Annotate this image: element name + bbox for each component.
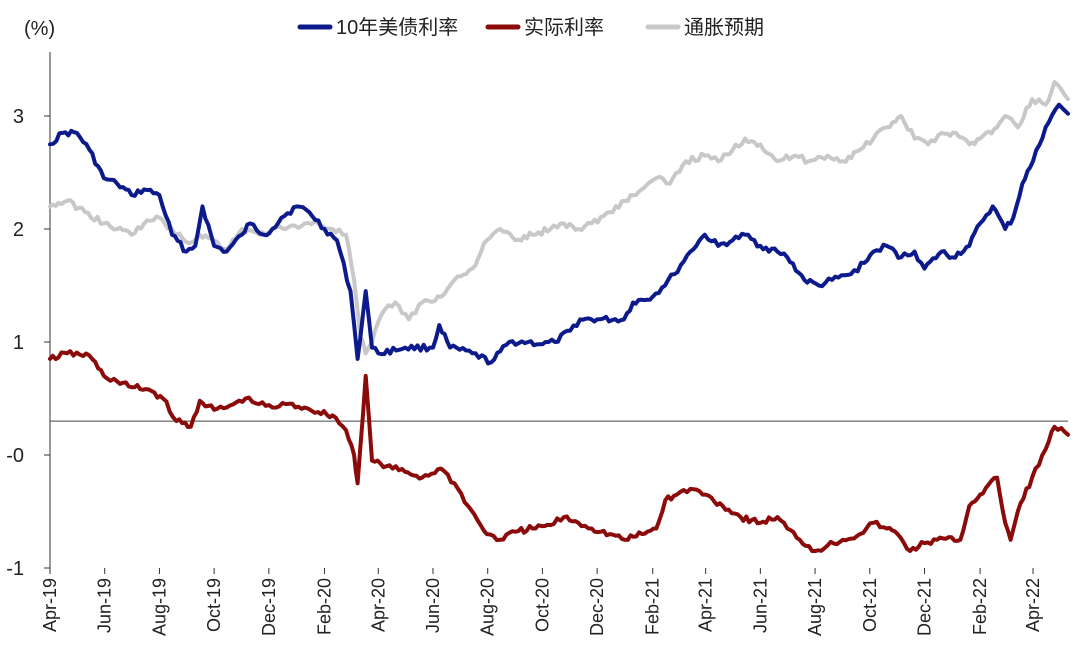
- series-layer: [48, 80, 1070, 553]
- legend-label-yield: 10年美债利率: [336, 16, 458, 39]
- x-ticks: Apr-19 Jun-19 Aug-19 Oct-19 Dec-19 Feb-20 Apr-…: [40, 568, 1043, 636]
- legend: 10年美债利率 实际利率 通胀预期: [297, 16, 764, 39]
- legend-label-inflation: 通胀预期: [684, 16, 764, 39]
- series-line-inflation: [48, 80, 1070, 356]
- x-tick-label: Oct-21: [860, 578, 880, 632]
- x-tick-label: Apr-20: [368, 578, 388, 632]
- x-tick-label: Dec-20: [587, 578, 607, 636]
- y-tick-label: -1: [6, 558, 24, 580]
- y-tick-label: 1: [13, 332, 24, 354]
- x-tick-label: Jun-20: [423, 578, 443, 633]
- y-tick-label: -0: [6, 445, 24, 467]
- x-tick-label: Apr-21: [696, 578, 716, 632]
- x-tick-label: Oct-19: [204, 578, 224, 632]
- y-ticks: 3 2 1 -0 -1: [6, 106, 50, 580]
- x-tick-label: Feb-20: [314, 578, 334, 635]
- x-tick-label: Oct-20: [532, 578, 552, 632]
- y-tick-label: 3: [13, 106, 24, 128]
- series-line-real-rate: [48, 349, 1070, 553]
- y-axis-label: (%): [24, 18, 55, 40]
- x-tick-label: Jun-21: [750, 578, 770, 633]
- x-tick-label: Apr-19: [40, 578, 60, 632]
- x-tick-label: Feb-21: [643, 578, 663, 635]
- x-tick-label: Aug-20: [478, 578, 498, 636]
- x-tick-label: Feb-22: [970, 578, 990, 635]
- x-tick-label: Dec-19: [259, 578, 279, 636]
- x-tick-label: Dec-21: [914, 578, 934, 636]
- legend-item-real-rate: 实际利率: [485, 16, 604, 39]
- series-line-yield: [48, 102, 1070, 366]
- x-tick-label: Jun-19: [95, 578, 115, 633]
- legend-item-inflation: 通胀预期: [645, 16, 764, 39]
- x-tick-label: Aug-21: [805, 578, 825, 636]
- x-tick-label: Aug-19: [149, 578, 169, 636]
- y-tick-label: 2: [13, 219, 24, 241]
- legend-item-yield: 10年美债利率: [297, 16, 458, 39]
- x-tick-label: Apr-22: [1023, 578, 1043, 632]
- legend-label-real-rate: 实际利率: [524, 16, 604, 39]
